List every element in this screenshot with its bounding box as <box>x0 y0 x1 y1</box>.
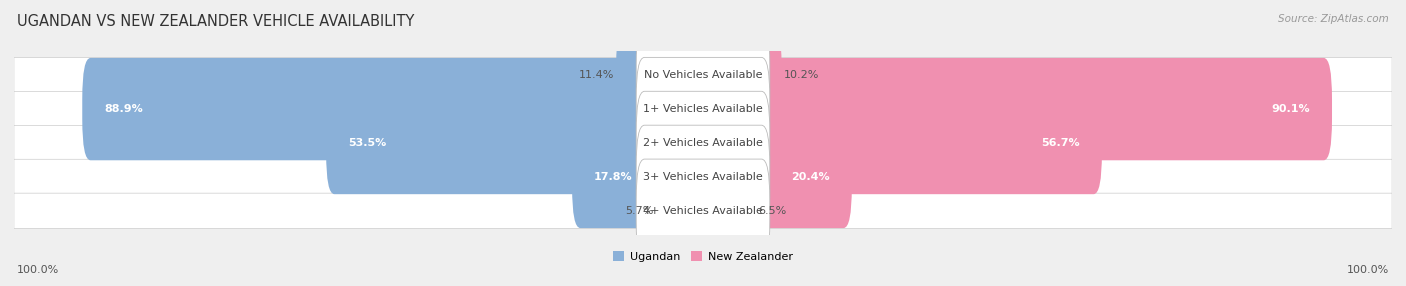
FancyBboxPatch shape <box>695 160 756 262</box>
Text: 1+ Vehicles Available: 1+ Vehicles Available <box>643 104 763 114</box>
Text: 11.4%: 11.4% <box>579 70 614 80</box>
FancyBboxPatch shape <box>572 126 711 228</box>
Text: 5.7%: 5.7% <box>626 206 654 216</box>
FancyBboxPatch shape <box>636 23 770 127</box>
Text: 20.4%: 20.4% <box>792 172 830 182</box>
FancyBboxPatch shape <box>14 92 1392 127</box>
FancyBboxPatch shape <box>14 159 1392 194</box>
Text: 10.2%: 10.2% <box>783 70 818 80</box>
Text: 53.5%: 53.5% <box>349 138 387 148</box>
Text: UGANDAN VS NEW ZEALANDER VEHICLE AVAILABILITY: UGANDAN VS NEW ZEALANDER VEHICLE AVAILAB… <box>17 14 415 29</box>
Text: 100.0%: 100.0% <box>17 265 59 275</box>
FancyBboxPatch shape <box>14 193 1392 229</box>
FancyBboxPatch shape <box>83 58 711 160</box>
FancyBboxPatch shape <box>655 160 711 262</box>
Text: 6.5%: 6.5% <box>758 206 786 216</box>
FancyBboxPatch shape <box>14 125 1392 161</box>
FancyBboxPatch shape <box>695 58 1331 160</box>
Text: 17.8%: 17.8% <box>595 172 633 182</box>
FancyBboxPatch shape <box>14 57 1392 93</box>
Text: 88.9%: 88.9% <box>104 104 143 114</box>
FancyBboxPatch shape <box>695 126 852 228</box>
Text: 90.1%: 90.1% <box>1271 104 1310 114</box>
Legend: Ugandan, New Zealander: Ugandan, New Zealander <box>613 251 793 262</box>
FancyBboxPatch shape <box>695 24 782 126</box>
Text: 2+ Vehicles Available: 2+ Vehicles Available <box>643 138 763 148</box>
FancyBboxPatch shape <box>616 24 711 126</box>
FancyBboxPatch shape <box>636 125 770 229</box>
Text: 3+ Vehicles Available: 3+ Vehicles Available <box>643 172 763 182</box>
FancyBboxPatch shape <box>636 159 770 263</box>
Text: 100.0%: 100.0% <box>1347 265 1389 275</box>
Text: 4+ Vehicles Available: 4+ Vehicles Available <box>643 206 763 216</box>
FancyBboxPatch shape <box>326 92 711 194</box>
FancyBboxPatch shape <box>636 57 770 161</box>
Text: 56.7%: 56.7% <box>1042 138 1080 148</box>
FancyBboxPatch shape <box>636 91 770 195</box>
FancyBboxPatch shape <box>695 92 1102 194</box>
Text: Source: ZipAtlas.com: Source: ZipAtlas.com <box>1278 14 1389 24</box>
Text: No Vehicles Available: No Vehicles Available <box>644 70 762 80</box>
